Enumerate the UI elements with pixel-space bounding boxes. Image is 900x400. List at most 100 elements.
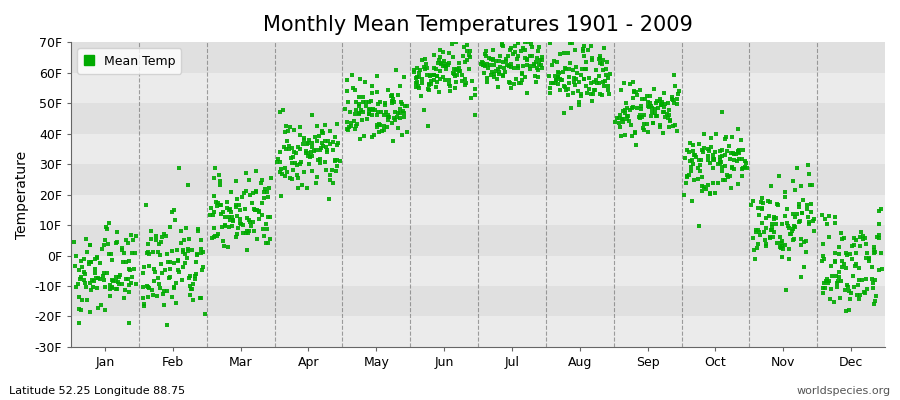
Point: [572, 99, 586, 106]
Point: [365, 82, 380, 89]
Point: [556, 50, 571, 56]
Point: [690, 165, 705, 172]
Point: [284, 124, 298, 130]
Point: [510, 56, 525, 62]
Point: [117, 295, 131, 301]
Point: [225, 222, 239, 229]
Point: [427, 52, 441, 59]
Point: [397, 114, 411, 120]
Point: [532, 61, 546, 68]
Point: [579, 65, 593, 72]
Point: [543, 90, 557, 97]
Point: [276, 144, 291, 150]
Point: [515, 71, 529, 78]
Point: [169, 280, 184, 286]
Point: [608, 118, 622, 125]
Point: [832, 244, 846, 250]
Point: [315, 128, 329, 134]
Point: [816, 240, 831, 247]
Point: [788, 214, 802, 220]
Point: [685, 157, 699, 163]
Point: [431, 60, 446, 67]
Point: [529, 58, 544, 65]
Point: [579, 58, 593, 65]
Point: [292, 144, 306, 150]
Point: [684, 164, 698, 170]
Point: [842, 288, 856, 294]
Point: [424, 80, 438, 87]
Point: [553, 51, 567, 57]
Point: [432, 89, 446, 96]
Point: [163, 266, 177, 272]
Point: [528, 79, 543, 86]
Point: [389, 67, 403, 74]
Point: [823, 296, 837, 302]
Point: [83, 242, 97, 248]
Point: [514, 48, 528, 54]
Point: [770, 201, 785, 208]
Point: [458, 59, 473, 65]
Point: [433, 68, 447, 74]
Point: [640, 92, 654, 99]
Point: [380, 124, 394, 130]
Point: [508, 49, 522, 56]
Point: [504, 61, 518, 67]
Point: [318, 122, 332, 128]
Point: [410, 65, 424, 72]
Point: [600, 75, 615, 82]
Point: [129, 232, 143, 239]
Point: [347, 110, 362, 117]
Point: [305, 140, 320, 146]
Point: [871, 232, 886, 238]
Point: [158, 266, 172, 273]
Point: [78, 271, 93, 278]
Point: [136, 295, 150, 301]
Point: [645, 104, 660, 111]
Point: [568, 47, 582, 53]
Point: [543, 40, 557, 46]
Point: [817, 280, 832, 286]
Bar: [71, 164, 885, 194]
Point: [828, 214, 842, 220]
Point: [284, 154, 298, 161]
Point: [105, 284, 120, 291]
Point: [835, 236, 850, 242]
Point: [580, 90, 594, 96]
Point: [486, 57, 500, 63]
Point: [615, 116, 629, 122]
Point: [98, 307, 112, 314]
Point: [544, 85, 558, 91]
Point: [356, 94, 371, 100]
Point: [328, 134, 342, 140]
Point: [841, 252, 855, 258]
Point: [300, 184, 314, 191]
Point: [857, 289, 871, 296]
Point: [172, 269, 186, 276]
Point: [847, 235, 861, 241]
Point: [875, 266, 889, 272]
Point: [422, 82, 436, 88]
Point: [587, 79, 601, 85]
Point: [758, 237, 772, 243]
Point: [371, 101, 385, 107]
Point: [599, 66, 614, 72]
Point: [685, 142, 699, 148]
Point: [828, 250, 842, 256]
Point: [667, 72, 681, 78]
Point: [197, 311, 211, 317]
Point: [119, 237, 133, 243]
Point: [731, 126, 745, 132]
Point: [256, 233, 271, 239]
Point: [799, 206, 814, 212]
Point: [85, 276, 99, 283]
Point: [137, 302, 151, 309]
Point: [868, 249, 882, 255]
Point: [531, 48, 545, 54]
Point: [668, 82, 682, 89]
Point: [703, 190, 717, 196]
Point: [238, 230, 253, 237]
Point: [182, 275, 196, 282]
Point: [820, 221, 834, 227]
Point: [72, 320, 86, 326]
Point: [75, 274, 89, 280]
